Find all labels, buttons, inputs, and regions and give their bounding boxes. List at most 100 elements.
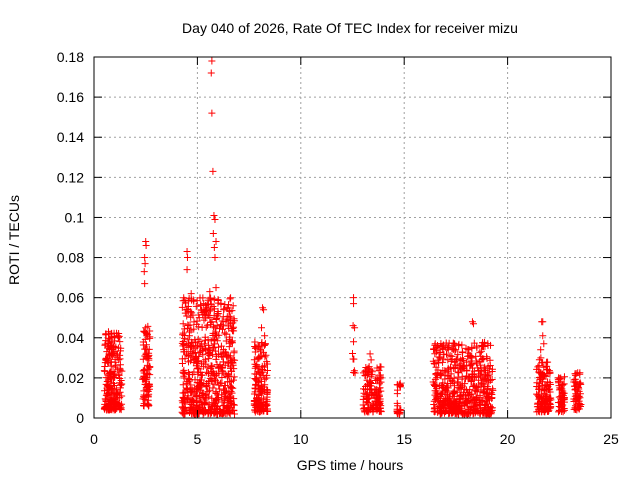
data-point	[143, 332, 151, 340]
data-point	[188, 353, 196, 361]
data-point	[191, 349, 199, 357]
data-point	[179, 338, 187, 346]
data-point	[116, 394, 124, 402]
x-tick-label: 15	[396, 431, 412, 447]
data-point	[449, 342, 457, 350]
data-point	[222, 390, 230, 398]
data-point	[107, 342, 115, 350]
x-tick-label: 5	[194, 431, 202, 447]
data-point	[546, 368, 554, 376]
data-point	[226, 295, 234, 303]
data-point	[443, 387, 451, 395]
data-point	[230, 327, 238, 335]
data-point	[186, 403, 194, 411]
data-point	[539, 318, 547, 326]
data-point	[117, 344, 125, 352]
data-point	[430, 359, 438, 367]
data-point	[262, 351, 270, 359]
data-point	[211, 254, 219, 262]
data-point	[183, 266, 191, 274]
data-point	[437, 410, 445, 418]
data-point	[191, 404, 199, 412]
data-point	[115, 356, 123, 364]
data-point	[184, 352, 192, 360]
axis-ticks	[93, 56, 612, 419]
data-point	[206, 288, 214, 296]
data-point	[195, 408, 203, 416]
data-point	[483, 354, 491, 362]
data-point	[261, 353, 269, 361]
data-point	[227, 377, 235, 385]
data-point	[480, 389, 488, 397]
data-point	[377, 374, 385, 382]
data-point	[441, 375, 449, 383]
data-point	[454, 351, 462, 359]
data-point	[192, 302, 200, 310]
data-point	[179, 389, 187, 397]
data-point	[459, 349, 467, 357]
data-point	[576, 402, 584, 410]
data-points	[100, 57, 585, 418]
data-point	[445, 394, 453, 402]
data-point	[202, 391, 210, 399]
data-point	[536, 369, 544, 377]
chart-title: Day 040 of 2026, Rate Of TEC Index for r…	[182, 20, 518, 36]
data-point	[210, 380, 218, 388]
data-point	[477, 379, 485, 387]
x-tick-labels: 0 5 10 15 20 25	[90, 431, 619, 447]
data-point	[201, 394, 209, 402]
data-point	[215, 381, 223, 389]
data-point	[187, 381, 195, 389]
data-point	[146, 371, 154, 379]
data-point	[365, 369, 373, 377]
data-point	[187, 357, 195, 365]
data-point	[223, 305, 231, 313]
y-tick-labels: 0 0.02 0.04 0.06 0.08 0.1 0.12 0.14 0.16 0.18	[57, 49, 84, 426]
data-point	[459, 391, 467, 399]
data-point	[375, 380, 383, 388]
data-point	[193, 320, 201, 328]
data-point	[212, 355, 220, 363]
x-tick-label: 0	[90, 431, 98, 447]
data-point	[210, 211, 218, 219]
data-point	[104, 328, 112, 336]
data-point	[466, 391, 474, 399]
data-point	[218, 379, 226, 387]
data-point	[202, 323, 210, 331]
data-point	[185, 294, 193, 302]
data-point	[139, 375, 147, 383]
data-point	[180, 372, 188, 380]
data-point	[475, 366, 483, 374]
data-point	[113, 329, 121, 337]
data-point	[213, 314, 221, 322]
data-point	[455, 369, 463, 377]
data-point	[212, 284, 220, 292]
data-point	[110, 398, 118, 406]
data-point	[212, 408, 220, 416]
data-point	[557, 384, 565, 392]
data-point	[468, 354, 476, 362]
data-point	[376, 404, 384, 412]
data-point	[227, 398, 235, 406]
data-point	[194, 357, 202, 365]
data-point	[576, 370, 584, 378]
x-tick-label: 10	[293, 431, 309, 447]
data-point	[559, 401, 567, 409]
data-point	[486, 396, 494, 404]
data-point	[207, 321, 215, 329]
data-point	[472, 387, 480, 395]
data-point	[468, 344, 476, 352]
x-tick-label: 20	[500, 431, 516, 447]
data-point	[258, 339, 266, 347]
data-point	[209, 229, 217, 237]
data-point	[377, 363, 385, 371]
data-point	[394, 386, 401, 394]
data-point	[205, 377, 213, 385]
data-point	[572, 370, 580, 378]
data-point	[350, 300, 358, 308]
data-point	[467, 361, 475, 369]
data-point	[186, 377, 194, 385]
data-point	[183, 312, 191, 320]
data-point	[533, 403, 541, 411]
data-point	[113, 389, 121, 397]
